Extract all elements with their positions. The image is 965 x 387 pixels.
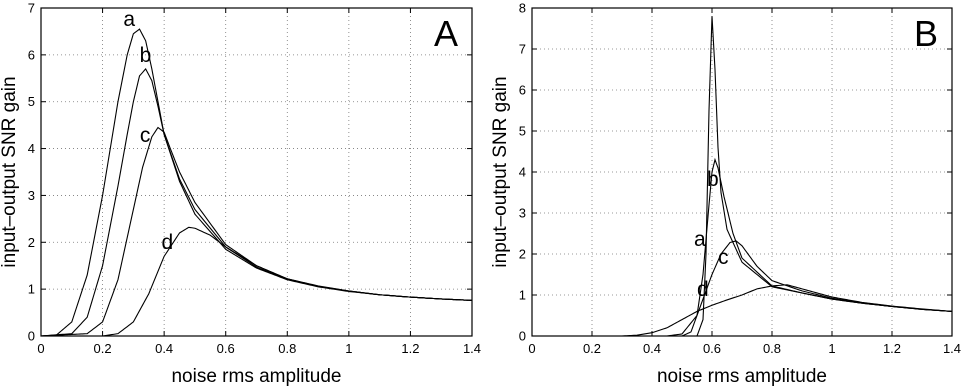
y-tick-label: 8	[519, 1, 526, 16]
y-tick-label: 2	[519, 247, 526, 262]
x-tick-label: 0.8	[763, 341, 781, 356]
x-tick-label: 0.6	[703, 341, 721, 356]
x-tick-label: 1.4	[463, 341, 481, 356]
y-tick-label: 6	[519, 83, 526, 98]
panel-b: 0 0.2 0.4 0.6 0.8 1 1.2 1.4 0 1 2 3 4 5 6 7 8 a b cd Bnoise …	[490, 1, 961, 387]
x-tick-label: 0.6	[217, 341, 235, 356]
panel-letter: A	[434, 13, 458, 54]
curve-label-a: a	[123, 8, 135, 31]
y-tick-label: 6	[28, 47, 35, 62]
x-tick-label: 0.8	[278, 341, 296, 356]
y-tick-label: 7	[28, 1, 35, 16]
curve-label-c: c	[140, 124, 151, 147]
curve-label-d: d	[162, 231, 174, 254]
y-axis-label: input–output SNR gain	[0, 76, 20, 267]
y-axis-label: input–output SNR gain	[490, 76, 511, 267]
y-tick-label: 7	[519, 42, 526, 57]
x-tick-label: 1.2	[401, 341, 419, 356]
curve-label-b: b	[707, 168, 719, 191]
y-tick-label: 2	[28, 235, 35, 250]
curve-label-c: c	[718, 246, 729, 269]
axes-frame	[40, 7, 473, 337]
y-tick-label: 0	[519, 329, 526, 344]
y-tick-label: 4	[519, 165, 526, 180]
x-axis-label: noise rms amplitude	[657, 366, 827, 387]
plot-area	[532, 8, 952, 336]
x-tick-label: 0.4	[155, 341, 173, 356]
x-tick-label: 1	[345, 341, 352, 356]
curve-label-b: b	[140, 44, 152, 67]
x-tick-label: 1.4	[943, 341, 961, 356]
panel-letter: B	[914, 13, 938, 54]
series-line-d	[532, 284, 952, 336]
x-tick-label: 0.2	[583, 341, 601, 356]
curve-label-d: d	[697, 278, 709, 301]
axes-frame	[531, 7, 953, 337]
y-tick-label: 5	[28, 94, 35, 109]
x-tick-label: 0.4	[643, 341, 661, 356]
x-tick-label: 0.2	[94, 341, 112, 356]
y-tick-label: 1	[28, 282, 35, 297]
curve-label-a: a	[694, 228, 706, 251]
plot-area	[41, 8, 472, 336]
y-tick-label: 3	[28, 188, 35, 203]
y-tick-label: 5	[519, 124, 526, 139]
series-line-d	[41, 226, 472, 336]
y-tick-label: 1	[519, 288, 526, 303]
x-axis-label: noise rms amplitude	[171, 366, 341, 387]
y-tick-label: 3	[519, 206, 526, 221]
x-tick-label: 1	[828, 341, 835, 356]
y-tick-label: 4	[28, 141, 35, 156]
y-tick-label: 0	[28, 329, 35, 344]
x-tick-label: 0	[37, 341, 44, 356]
x-tick-label: 1.2	[883, 341, 901, 356]
x-tick-label: 0	[528, 341, 535, 356]
